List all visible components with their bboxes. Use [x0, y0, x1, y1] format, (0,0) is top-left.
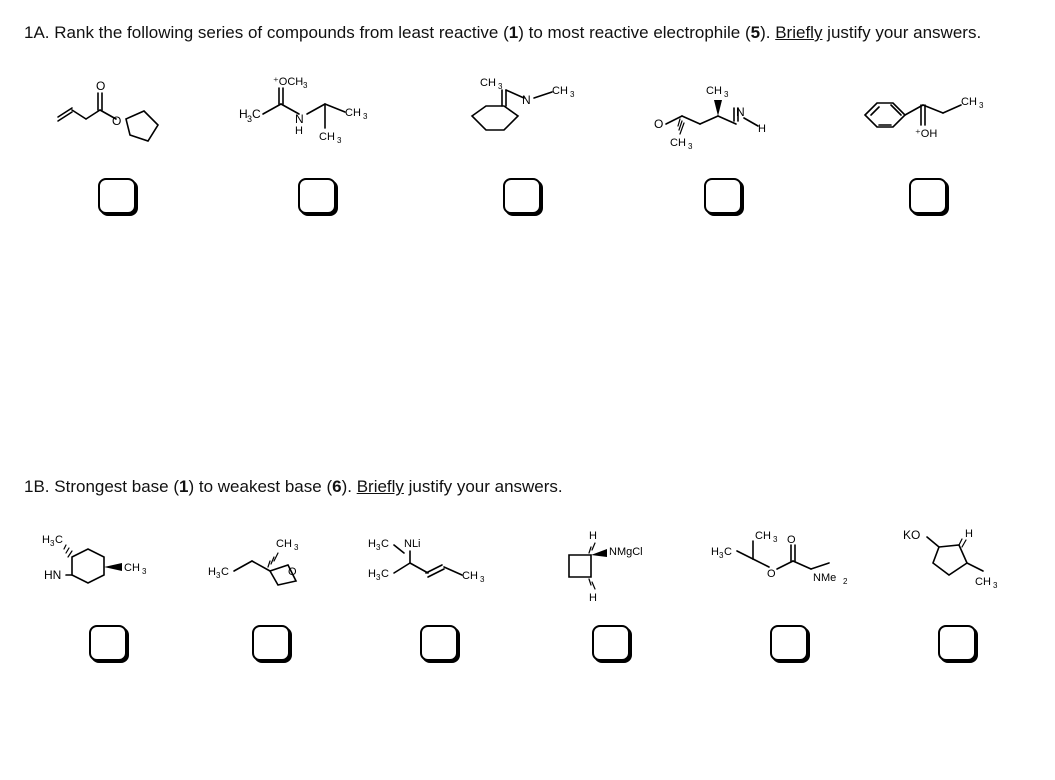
svg-text:CH: CH [462, 570, 478, 582]
svg-text:N: N [295, 112, 304, 126]
answer-box-b4[interactable] [592, 625, 630, 661]
structure-a2: H 3 C ⁺OCH 3 N H CH 3 [237, 70, 397, 160]
svg-text:H: H [589, 530, 597, 542]
qb-label: 1B. [24, 477, 50, 496]
svg-text:3: 3 [979, 101, 984, 110]
svg-text:3: 3 [337, 136, 342, 145]
svg-text:H: H [711, 546, 719, 558]
structure-b3: H 3 C NLi H 3 C CH 3 [364, 525, 514, 607]
row-1a: O O H 3 C [24, 70, 1031, 214]
svg-text:CH: CH [706, 85, 722, 97]
answer-box-a2[interactable] [298, 178, 336, 214]
svg-text:CH: CH [345, 107, 361, 119]
svg-text:NMe: NMe [813, 572, 836, 584]
structure-a4: O CH 3 CH 3 N [648, 70, 798, 160]
svg-text:2: 2 [843, 577, 848, 586]
svg-text:O: O [787, 534, 796, 546]
answer-box-a5[interactable] [909, 178, 947, 214]
compound-a5: ⁺OH CH 3 [853, 70, 1003, 214]
svg-text:NMgCl: NMgCl [609, 546, 643, 558]
question-1a-prompt: 1A. Rank the following series of compoun… [24, 20, 1031, 46]
answer-box-b1[interactable] [89, 625, 127, 661]
svg-text:H: H [965, 528, 973, 540]
row-1b: H 3 C HN CH 3 [24, 525, 1031, 661]
answer-box-b3[interactable] [420, 625, 458, 661]
svg-text:H: H [208, 566, 216, 578]
svg-text:H: H [368, 568, 376, 580]
svg-text:C: C [55, 534, 63, 546]
compound-a2: H 3 C ⁺OCH 3 N H CH 3 [237, 70, 397, 214]
compound-a3: CH 3 N CH 3 [452, 70, 592, 214]
svg-text:C: C [381, 568, 389, 580]
svg-text:CH: CH [961, 96, 977, 108]
svg-text:O: O [288, 566, 297, 578]
compound-b1: H 3 C HN CH 3 [38, 525, 178, 661]
compound-a1: O O [52, 70, 182, 214]
svg-text:CH: CH [552, 85, 568, 97]
structure-a3: CH 3 N CH 3 [452, 70, 592, 160]
svg-text:C: C [221, 566, 229, 578]
compound-b3: H 3 C NLi H 3 C CH 3 [364, 525, 514, 661]
compound-b4: H H NMgCl [541, 525, 681, 661]
structure-b1: H 3 C HN CH 3 [38, 525, 178, 607]
svg-text:C: C [381, 538, 389, 550]
compound-a4: O CH 3 CH 3 N [648, 70, 798, 214]
svg-text:3: 3 [570, 90, 575, 99]
structure-b6: KO H CH 3 [897, 525, 1017, 607]
svg-text:3: 3 [363, 112, 368, 121]
structure-b4: H H NMgCl [541, 525, 681, 607]
svg-text:H: H [589, 592, 597, 604]
svg-text:H: H [758, 123, 766, 135]
svg-text:3: 3 [142, 567, 147, 576]
svg-text:NLi: NLi [404, 538, 421, 550]
svg-text:CH: CH [319, 131, 335, 143]
answer-box-a3[interactable] [503, 178, 541, 214]
svg-text:CH: CH [276, 538, 292, 550]
svg-text:CH: CH [124, 562, 140, 574]
svg-text:O: O [112, 114, 121, 128]
svg-text:H: H [368, 538, 376, 550]
svg-text:C: C [252, 107, 261, 121]
svg-text:CH: CH [670, 137, 686, 149]
answer-box-b2[interactable] [252, 625, 290, 661]
svg-text:3: 3 [724, 90, 729, 99]
answer-box-a1[interactable] [98, 178, 136, 214]
svg-text:O: O [654, 117, 663, 131]
svg-text:3: 3 [993, 581, 998, 590]
question-1b-prompt: 1B. Strongest base (1) to weakest base (… [24, 474, 1031, 500]
svg-text:3: 3 [498, 82, 503, 91]
svg-text:CH: CH [755, 530, 771, 542]
svg-text:KO: KO [903, 528, 920, 542]
svg-text:⁺OH: ⁺OH [915, 128, 937, 140]
compound-b6: KO H CH 3 [897, 525, 1017, 661]
compound-b5: H 3 C CH 3 O O [709, 525, 869, 661]
svg-text:O: O [96, 79, 105, 93]
structure-a5: ⁺OH CH 3 [853, 70, 1003, 160]
svg-text:⁺OCH: ⁺OCH [273, 76, 303, 88]
svg-text:3: 3 [294, 543, 299, 552]
svg-text:O: O [767, 568, 776, 580]
structure-b5: H 3 C CH 3 O O [709, 525, 869, 607]
structure-a1: O O [52, 70, 182, 160]
compound-b2: H 3 C O CH 3 [206, 525, 336, 661]
svg-text:H: H [295, 125, 303, 137]
svg-text:H: H [42, 534, 50, 546]
svg-text:3: 3 [480, 575, 485, 584]
answer-box-a4[interactable] [704, 178, 742, 214]
svg-text:CH: CH [480, 77, 496, 89]
answer-box-b5[interactable] [770, 625, 808, 661]
svg-text:CH: CH [975, 576, 991, 588]
structure-b2: H 3 C O CH 3 [206, 525, 336, 607]
svg-text:C: C [724, 546, 732, 558]
svg-text:N: N [522, 93, 531, 107]
svg-text:3: 3 [688, 142, 693, 151]
svg-text:3: 3 [773, 535, 778, 544]
answer-box-b6[interactable] [938, 625, 976, 661]
qa-label: 1A. [24, 23, 50, 42]
svg-text:HN: HN [44, 568, 61, 582]
svg-text:3: 3 [303, 81, 308, 90]
